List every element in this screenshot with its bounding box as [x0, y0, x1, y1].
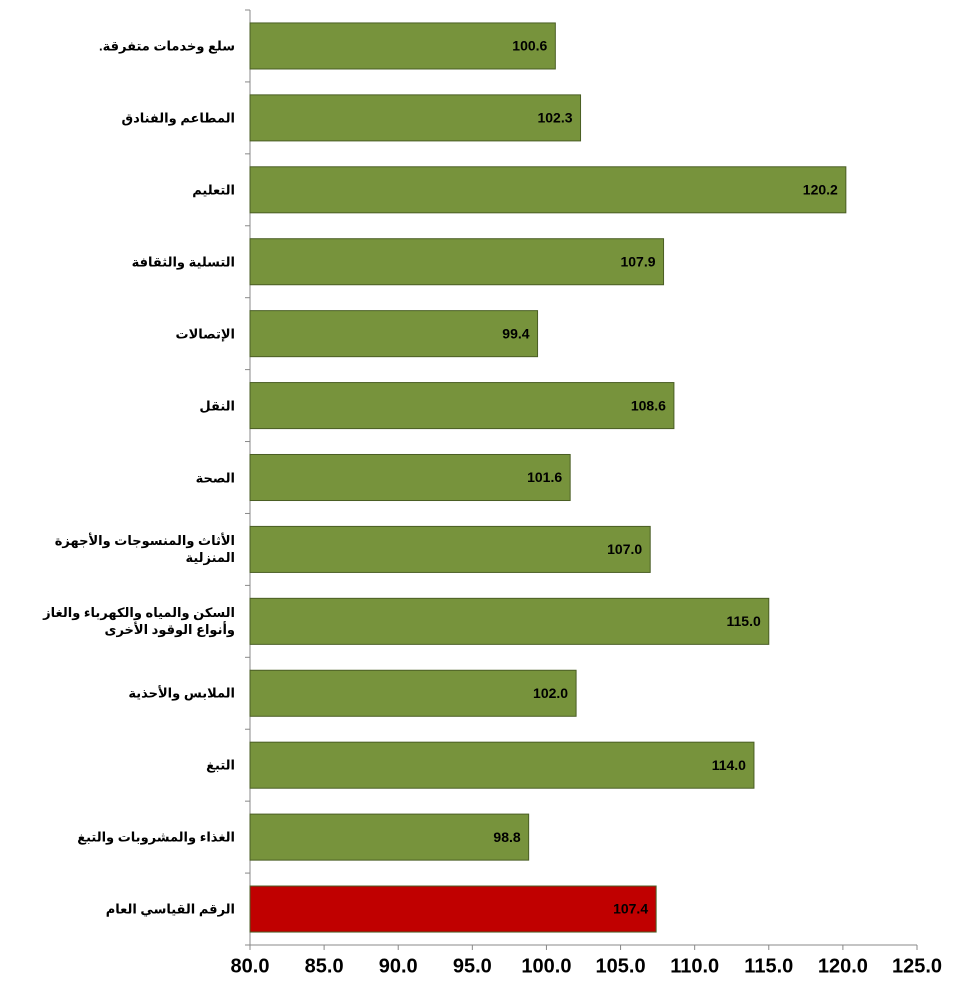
category-label: الغذاء والمشروبات والتبغ	[77, 829, 235, 845]
value-label: 101.6	[527, 469, 562, 485]
value-label: 102.0	[533, 685, 568, 701]
bar	[249, 597, 770, 645]
value-label: 100.6	[512, 38, 547, 54]
bar	[249, 453, 571, 502]
value-label: 107.9	[620, 253, 655, 269]
x-tick-label: 120.0	[818, 955, 868, 977]
category-label: الإتصالات	[175, 326, 235, 342]
x-tick-label: 125.0	[892, 955, 942, 977]
value-label: 107.4	[613, 901, 648, 917]
category-label: المطاعم والفنادق	[121, 110, 235, 126]
bar	[249, 238, 665, 286]
value-label: 98.8	[493, 829, 520, 845]
x-tick-label: 105.0	[596, 955, 646, 977]
bar	[249, 382, 675, 430]
value-label: 99.4	[502, 325, 529, 341]
bar	[249, 669, 577, 717]
value-label: 107.0	[607, 541, 642, 557]
bar	[249, 885, 657, 933]
category-label: السكن والمياه والكهرباء والغاز وأنواع ال…	[43, 605, 235, 638]
category-label: الملابس والأحذية	[128, 685, 235, 701]
bar	[249, 525, 651, 573]
bar	[249, 741, 755, 789]
category-label: التعليم	[192, 182, 235, 198]
category-label: النقل	[199, 398, 235, 414]
bar	[249, 94, 582, 142]
x-tick-label: 110.0	[670, 955, 719, 977]
value-label: 108.6	[631, 397, 666, 413]
category-label: الأثاث والمنسوجات والأجهزة المنزلية	[54, 533, 235, 566]
bar	[249, 166, 847, 214]
x-tick-label: 115.0	[744, 955, 793, 977]
value-label: 115.0	[727, 613, 761, 629]
bar	[249, 310, 539, 358]
x-tick-label: 85.0	[305, 955, 344, 977]
category-label: سلع وخدمات متفرقة.	[99, 38, 235, 54]
category-label: الرقم القياسي العام	[105, 901, 235, 917]
bar	[249, 22, 556, 70]
value-label: 114.0	[712, 757, 746, 773]
bar	[249, 813, 530, 861]
category-label: الصحة	[195, 470, 235, 485]
value-label: 102.3	[537, 110, 572, 126]
x-tick-label: 90.0	[379, 955, 418, 977]
x-tick-label: 100.0	[521, 955, 571, 977]
value-label: 120.2	[803, 182, 838, 198]
category-label: التبغ	[206, 757, 235, 773]
x-tick-label: 80.0	[231, 955, 270, 977]
category-label: التسلية والثقافة	[131, 254, 235, 270]
x-tick-label: 95.0	[453, 955, 492, 977]
